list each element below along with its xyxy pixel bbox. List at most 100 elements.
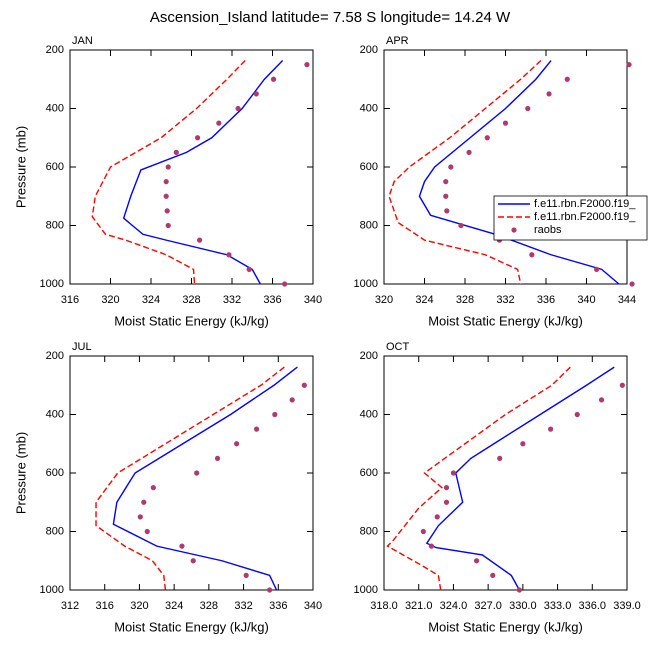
raob-point — [484, 135, 490, 141]
raob-point — [520, 441, 526, 447]
raob-point — [443, 179, 449, 185]
y-tick-label: 200 — [46, 44, 64, 56]
raob-point — [301, 382, 307, 388]
raob-point — [448, 164, 454, 170]
y-tick-label: 800 — [360, 525, 378, 537]
y-tick-label: 1000 — [354, 584, 378, 596]
profile-line — [91, 60, 246, 285]
raob-point — [163, 193, 169, 199]
raob-point — [272, 411, 278, 418]
raob-point — [525, 105, 531, 112]
raob-point — [282, 281, 288, 287]
y-tick-label: 200 — [360, 44, 378, 56]
y-tick-label: 400 — [360, 102, 378, 114]
panel-label: JUL — [72, 341, 92, 353]
raob-point — [450, 470, 457, 476]
raob-point — [619, 382, 625, 388]
y-tick-label: 400 — [46, 102, 64, 114]
panel: JUL 312 316 320 324 328 332 336 340 200 400 600 800 1… — [13, 341, 322, 635]
profile-line — [388, 60, 542, 285]
x-axis-title: Moist Static Energy (kJ/kg) — [114, 619, 269, 634]
y-tick-label: 200 — [46, 350, 64, 362]
raob-point — [197, 237, 203, 243]
panel-label: APR — [386, 35, 409, 47]
raob-point — [144, 528, 150, 535]
raob-point — [214, 455, 221, 461]
raob-point — [190, 558, 196, 564]
raob-point — [150, 485, 156, 491]
raob-point — [235, 105, 241, 112]
x-tick-label: 332 — [223, 294, 241, 306]
x-tick-label: 316 — [96, 600, 114, 612]
x-tick-label: 332 — [496, 294, 514, 306]
x-tick-label: 340 — [304, 294, 322, 306]
raob-point — [165, 222, 171, 229]
raob-point — [546, 91, 552, 97]
y-tick-label: 600 — [46, 467, 64, 479]
x-tick-label: 344 — [618, 294, 636, 306]
x-tick-label: 339.0 — [613, 600, 641, 612]
raob-point — [270, 76, 277, 82]
y-tick-label: 400 — [360, 408, 378, 420]
raob-point — [629, 281, 635, 287]
x-tick-label: 324.0 — [440, 600, 468, 612]
x-tick-label: 332 — [234, 600, 252, 612]
raob-point — [502, 120, 509, 126]
raob-point — [234, 441, 240, 447]
raob-point — [179, 543, 185, 549]
raob-point — [444, 208, 450, 214]
x-axis-title: Moist Static Energy (kJ/kg) — [428, 313, 583, 328]
raob-point — [163, 179, 169, 185]
y-tick-label: 800 — [46, 219, 64, 231]
plot-frame — [383, 49, 628, 285]
x-axis-title: Moist Static Energy (kJ/kg) — [114, 313, 269, 328]
panel: JAN 316 320 324 328 332 336 340 200 400 600 800 1000… — [13, 35, 322, 329]
x-tick-label: 312 — [61, 600, 79, 612]
raob-point — [443, 193, 449, 199]
raob-point — [304, 62, 310, 68]
raob-point — [226, 252, 232, 258]
legend-label: f.e11.rbn.F2000.f19_ — [534, 198, 636, 210]
raob-point — [598, 397, 605, 403]
y-axis-title: Pressure (mb) — [13, 432, 28, 514]
raob-point — [574, 411, 580, 418]
y-tick-label: 800 — [360, 219, 378, 231]
raob-point — [194, 135, 201, 141]
x-tick-label: 316 — [61, 294, 79, 306]
profile-line — [418, 60, 620, 285]
raob-point — [246, 266, 252, 272]
raob-point — [164, 208, 170, 214]
raob-point — [626, 62, 632, 68]
raob-point — [253, 426, 260, 432]
raob-point — [216, 120, 222, 126]
legend-label: raobs — [534, 224, 562, 236]
raob-point — [420, 528, 426, 535]
raob-point — [497, 455, 503, 461]
raob-point — [173, 149, 179, 155]
raob-point — [473, 558, 480, 564]
y-tick-label: 600 — [360, 467, 378, 479]
x-tick-label: 320 — [375, 294, 393, 306]
x-tick-label: 336 — [537, 294, 555, 306]
raob-point — [594, 266, 600, 272]
panel-label: OCT — [386, 341, 410, 353]
x-tick-label: 327.0 — [474, 600, 502, 612]
raob-point — [194, 470, 200, 476]
y-tick-label: 200 — [360, 350, 378, 362]
x-tick-label: 320 — [101, 294, 119, 306]
y-tick-label: 600 — [46, 161, 64, 173]
profile-line — [95, 366, 285, 591]
x-tick-label: 320 — [130, 600, 148, 612]
raob-point — [165, 164, 171, 170]
x-tick-label: 324 — [415, 294, 433, 306]
plot-frame — [69, 355, 314, 591]
y-tick-label: 600 — [360, 161, 378, 173]
plot-frame — [69, 49, 314, 285]
x-tick-label: 336.0 — [579, 600, 607, 612]
x-tick-label: 324 — [165, 600, 183, 612]
x-tick-label: 340 — [577, 294, 595, 306]
profile-line — [386, 366, 571, 591]
x-tick-label: 333.0 — [544, 600, 572, 612]
